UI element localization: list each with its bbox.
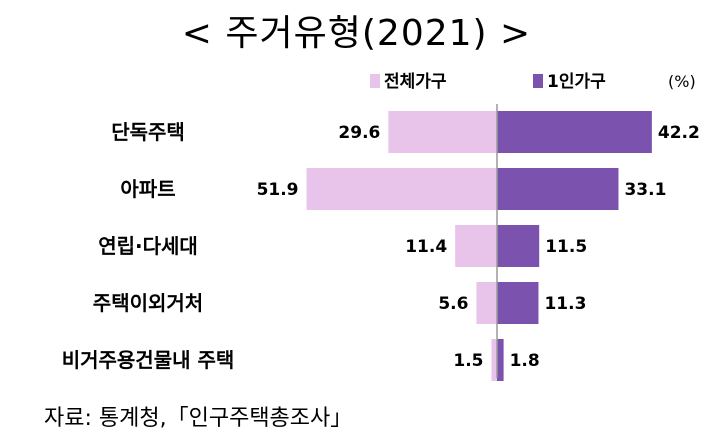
source-note: 자료: 통계청,「인구주택총조사」: [44, 406, 353, 431]
value-label-total: 5.6: [438, 294, 468, 314]
bar-single: [497, 339, 504, 381]
value-label-single: 1.8: [510, 351, 540, 371]
value-label-total: 11.4: [405, 237, 447, 257]
bar-total: [306, 168, 497, 210]
value-label-single: 42.2: [658, 123, 700, 143]
category-label: 아파트: [120, 177, 175, 201]
value-label-total: 51.9: [257, 180, 299, 200]
bar-total: [388, 111, 497, 153]
chart-title: < 주거유형(2021) >: [181, 13, 532, 54]
category-label: 단독주택: [111, 120, 185, 144]
legend-label-total: 전체가구: [384, 72, 447, 92]
category-label: 주택이외거처: [93, 291, 203, 315]
bar-single: [497, 168, 619, 210]
legend-swatch-total: [370, 74, 380, 88]
value-label-single: 11.5: [545, 237, 587, 257]
category-label: 연립·다세대: [98, 234, 198, 258]
bar-single: [497, 282, 539, 324]
unit-label: (%): [668, 72, 696, 91]
category-label: 비거주용건물내 주택: [62, 348, 235, 372]
value-label-single: 33.1: [624, 180, 666, 200]
bar-single: [497, 225, 540, 267]
legend-swatch-single: [533, 74, 543, 88]
value-label-total: 29.6: [338, 123, 380, 143]
bar-total: [455, 225, 497, 267]
value-label-total: 1.5: [453, 351, 483, 371]
legend-label-single: 1인가구: [547, 72, 606, 92]
bar-total: [491, 339, 497, 381]
value-label-single: 11.3: [544, 294, 586, 314]
bar-single: [497, 111, 652, 153]
bar-total: [476, 282, 497, 324]
